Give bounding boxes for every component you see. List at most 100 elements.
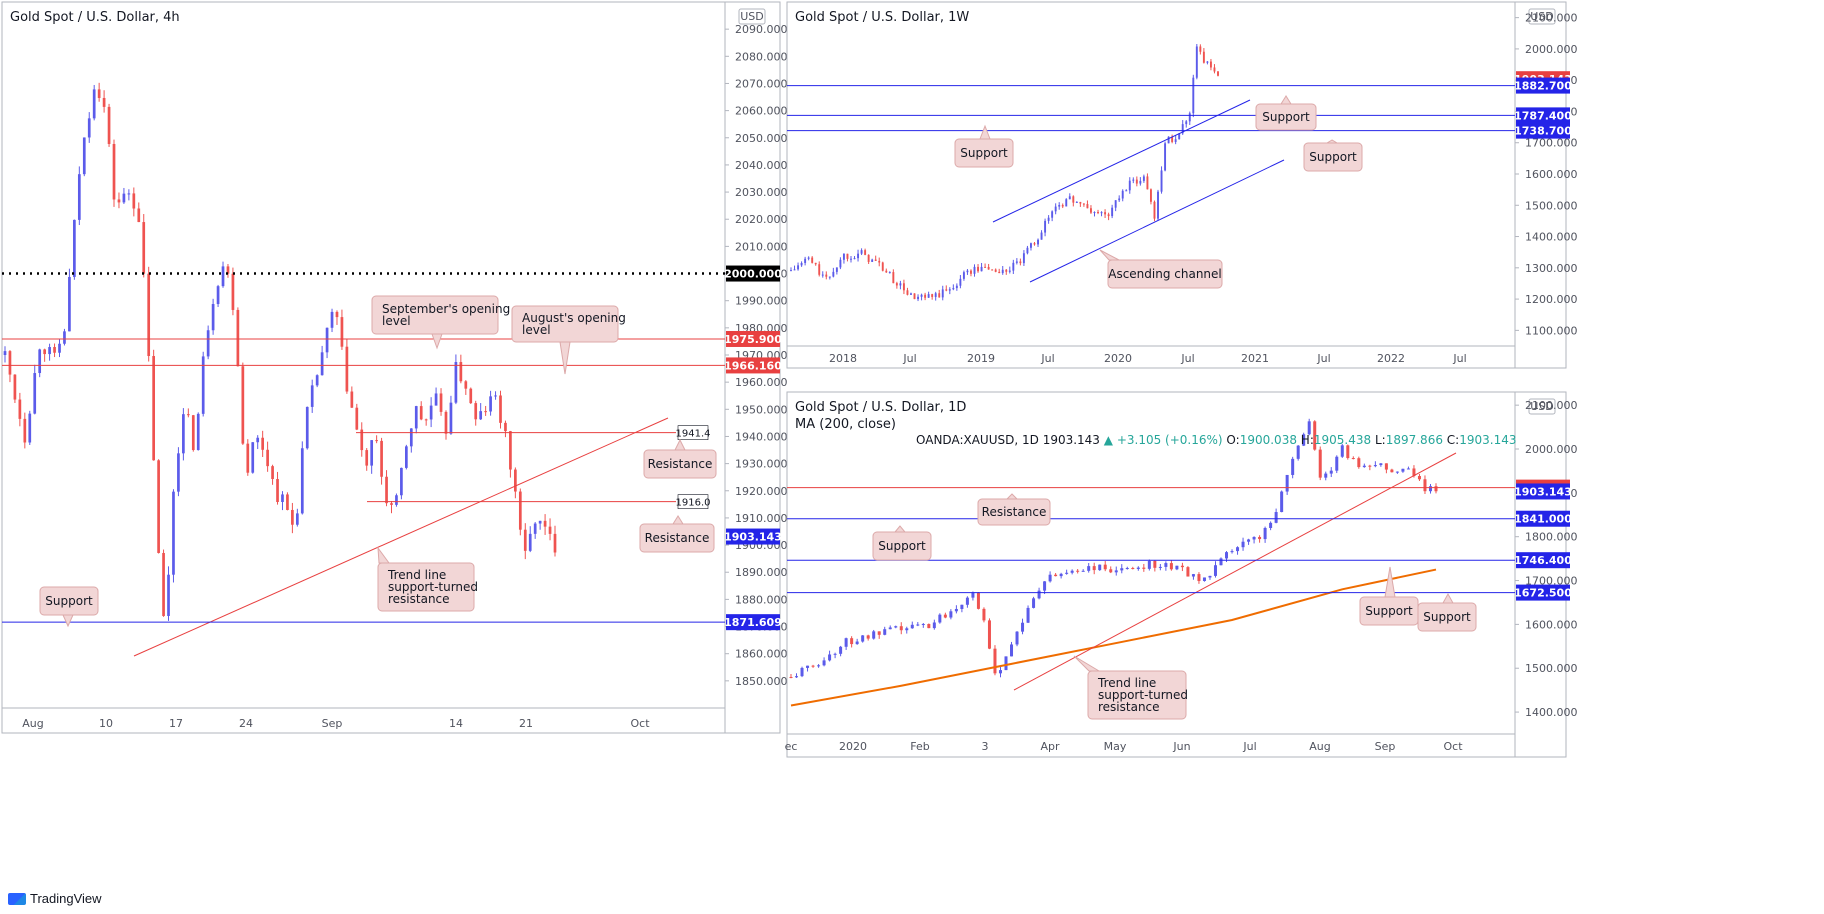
candle-body bbox=[310, 385, 314, 407]
candle-body bbox=[952, 288, 955, 290]
candle bbox=[1274, 508, 1278, 524]
candle-body bbox=[1157, 191, 1159, 219]
price-level: 1941.4 bbox=[356, 425, 711, 440]
candle bbox=[1217, 70, 1219, 77]
candle-body bbox=[1390, 469, 1394, 473]
candle-body bbox=[832, 271, 835, 277]
candle bbox=[33, 364, 37, 415]
open-label: O: bbox=[1226, 433, 1240, 447]
candles bbox=[790, 43, 1219, 302]
candle-body bbox=[1037, 590, 1041, 599]
candle bbox=[1313, 420, 1317, 451]
candle-body bbox=[1118, 198, 1121, 201]
candle-body bbox=[543, 520, 547, 527]
candle-body bbox=[231, 273, 235, 310]
candle-body bbox=[927, 294, 930, 298]
candle-body bbox=[553, 533, 557, 553]
candle-body bbox=[1128, 180, 1131, 191]
candle-body bbox=[439, 393, 443, 412]
candle-body bbox=[1125, 568, 1129, 570]
candle bbox=[1079, 201, 1082, 207]
price-level: 1903.143 bbox=[1514, 483, 1572, 500]
candle-body bbox=[1139, 180, 1142, 184]
candle-body bbox=[1098, 564, 1102, 571]
y-tick-label: 1500.000 bbox=[1525, 662, 1578, 675]
callout-box bbox=[977, 498, 1051, 526]
candle bbox=[281, 491, 284, 511]
price-level: 2000.000 bbox=[2, 265, 782, 282]
callout-text: Resistance bbox=[982, 505, 1047, 519]
candle-body bbox=[1142, 176, 1145, 181]
candle-body bbox=[844, 638, 848, 647]
callout-text: Trend line bbox=[1097, 676, 1156, 690]
candle-body bbox=[1121, 190, 1124, 199]
candle bbox=[877, 631, 881, 639]
last-price: 1903.143 bbox=[1042, 433, 1100, 447]
callout-box bbox=[1107, 259, 1223, 289]
candle bbox=[906, 287, 909, 296]
candle bbox=[1195, 43, 1198, 80]
candle bbox=[370, 440, 374, 474]
candle-body bbox=[888, 272, 891, 274]
candle-body bbox=[226, 266, 230, 274]
candle-body bbox=[186, 414, 190, 416]
candle-body bbox=[1208, 575, 1212, 578]
candle-body bbox=[1068, 196, 1071, 200]
symbol-name[interactable]: OANDA:XAUUSD, 1D bbox=[916, 433, 1039, 447]
candle-body bbox=[13, 374, 17, 400]
candle-body bbox=[167, 574, 170, 616]
candle-body bbox=[1217, 71, 1219, 76]
candle-body bbox=[971, 592, 975, 598]
candle-body bbox=[514, 469, 517, 492]
candle-body bbox=[1065, 199, 1068, 207]
x-tick-label: 2022 bbox=[1377, 352, 1405, 365]
candle-body bbox=[1171, 136, 1174, 142]
candle bbox=[945, 285, 948, 292]
candle-body bbox=[795, 676, 799, 678]
candle-body bbox=[833, 653, 837, 655]
candle-body bbox=[82, 137, 86, 175]
candle-body bbox=[77, 174, 81, 220]
candle bbox=[1135, 176, 1138, 187]
y-tick-label: 2000.000 bbox=[1525, 43, 1578, 56]
callout-text: Support bbox=[960, 146, 1008, 160]
candle-body bbox=[973, 266, 976, 274]
candle bbox=[960, 604, 964, 613]
candle bbox=[1086, 200, 1089, 209]
candle-body bbox=[1092, 566, 1096, 571]
candle bbox=[335, 310, 339, 325]
candle bbox=[68, 268, 71, 332]
candle-body bbox=[931, 294, 934, 297]
y-tick-label: 2070.000 bbox=[735, 77, 788, 90]
candle bbox=[1022, 250, 1025, 267]
tradingview-logo[interactable]: TradingView bbox=[8, 891, 102, 906]
axis-price-label: 1975.900 bbox=[724, 333, 782, 346]
x-tick-label: 14 bbox=[449, 717, 463, 730]
candle bbox=[1068, 193, 1071, 200]
candle bbox=[1169, 560, 1173, 571]
candle bbox=[246, 439, 250, 476]
candle-body bbox=[993, 648, 997, 674]
candle-body bbox=[895, 283, 898, 286]
candle bbox=[1065, 198, 1068, 207]
candle-body bbox=[1037, 239, 1039, 245]
candle bbox=[43, 348, 46, 362]
candle-body bbox=[1087, 566, 1091, 571]
axis-price-tag bbox=[1516, 584, 1570, 601]
candle-body bbox=[1213, 565, 1217, 576]
y-tick-label: 1890.000 bbox=[735, 566, 788, 579]
candle bbox=[1061, 203, 1064, 209]
axis-price-tag bbox=[1516, 510, 1570, 527]
level-tag bbox=[677, 494, 709, 509]
candle bbox=[1114, 200, 1117, 212]
candle bbox=[1153, 200, 1156, 222]
candle bbox=[1121, 189, 1124, 202]
candle-body bbox=[449, 402, 453, 434]
candle-body bbox=[459, 362, 463, 382]
candle-body bbox=[1061, 205, 1064, 207]
candle-body bbox=[1307, 421, 1311, 435]
candle-body bbox=[360, 429, 364, 451]
candle-body bbox=[330, 311, 334, 328]
trend-line bbox=[133, 417, 669, 657]
annotation-callout: Support bbox=[1303, 139, 1363, 172]
